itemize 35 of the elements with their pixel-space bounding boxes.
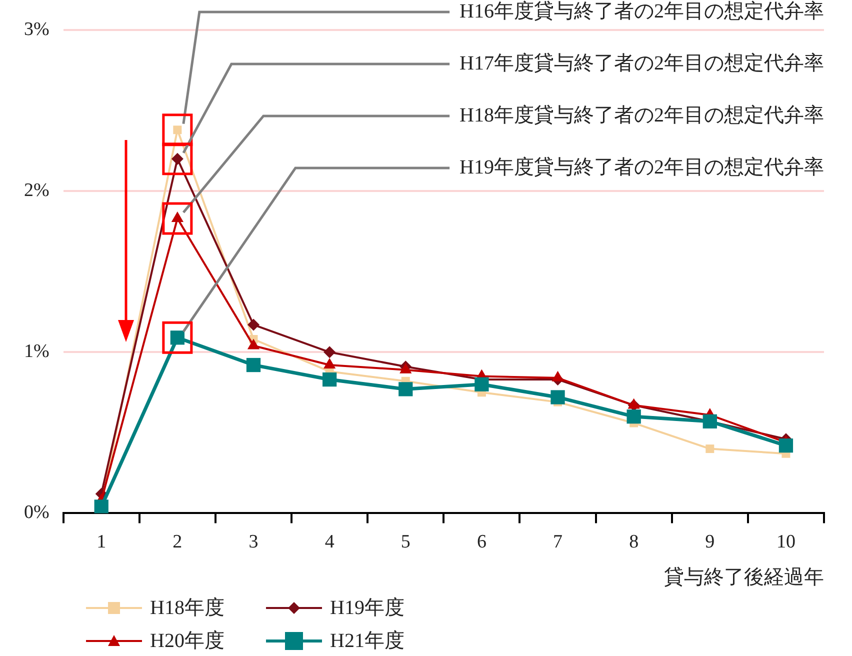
annotation: H19年度貸与終了者の2年目の想定代弁率	[460, 156, 824, 178]
x-tick-label: 4	[324, 532, 335, 553]
point	[778, 438, 794, 453]
x-tick-label: 5	[400, 532, 410, 553]
point	[246, 358, 261, 372]
x-tick-label: 1	[96, 532, 106, 553]
x-tick-label: 8	[629, 532, 639, 553]
point	[706, 444, 714, 454]
legend-label: H19年度	[330, 596, 404, 621]
point	[474, 377, 489, 392]
legend-label: H18年度	[150, 596, 224, 621]
point	[324, 358, 336, 369]
x-tick-label: 3	[248, 532, 258, 553]
legend-label: H21年度	[330, 629, 404, 654]
point	[626, 409, 641, 424]
legend-label: H20年度	[150, 629, 224, 654]
point	[398, 382, 413, 396]
y-tick-label: 2%	[24, 180, 50, 202]
x-tick-label: 9	[705, 532, 715, 553]
y-tick-label: 0%	[24, 502, 50, 524]
point	[247, 318, 260, 331]
y-tick-label: 3%	[24, 18, 50, 40]
x-axis-title: 貸与終了後経過年	[664, 566, 824, 588]
x-tick-label: 2	[172, 532, 182, 553]
x-tick-label: 10	[776, 532, 796, 553]
x-tick-label: 6	[476, 532, 486, 553]
point	[324, 346, 336, 358]
y-tick-label: 1%	[24, 341, 50, 362]
point	[550, 390, 565, 404]
x-tick-label: 7	[553, 532, 563, 553]
annotation: H16年度貸与終了者の2年目の想定代弁率	[460, 0, 824, 22]
annotation: H18年度貸与終了者の2年目の想定代弁率	[460, 104, 824, 126]
point	[94, 500, 108, 514]
point	[322, 372, 337, 387]
annotation: H17年度貸与終了者の2年目の想定代弁率	[460, 52, 824, 74]
